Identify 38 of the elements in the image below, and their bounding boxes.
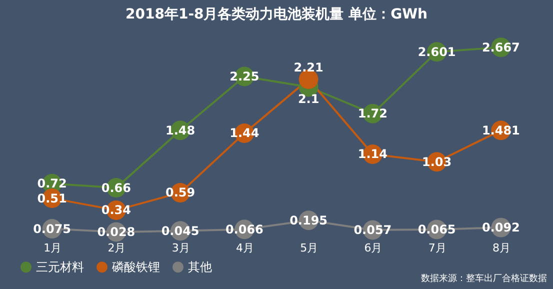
data-label: 0.66 bbox=[101, 180, 131, 195]
data-label: 1.481 bbox=[482, 123, 520, 138]
data-label: 2.25 bbox=[230, 70, 260, 84]
data-label: 0.092 bbox=[482, 220, 520, 235]
x-tick-label: 1月 bbox=[44, 242, 62, 254]
legend-label: 三元材料 bbox=[36, 260, 84, 274]
data-label: 1.44 bbox=[230, 126, 260, 140]
x-tick-label: 8月 bbox=[492, 242, 510, 254]
source-note: 数据来源：整车出厂合格证数据 bbox=[421, 272, 547, 285]
data-label: 2.667 bbox=[482, 40, 520, 54]
data-label: 1.03 bbox=[422, 154, 452, 169]
x-tick-label: 3月 bbox=[172, 242, 190, 254]
data-label: 0.057 bbox=[354, 223, 392, 238]
data-label: 2.1 bbox=[298, 92, 320, 106]
data-label: 2.21 bbox=[294, 60, 324, 74]
data-label: 0.065 bbox=[418, 222, 456, 236]
data-label: 0.075 bbox=[33, 222, 72, 236]
data-label: 0.72 bbox=[37, 176, 67, 191]
data-label: 0.34 bbox=[101, 203, 131, 218]
data-label: 1.48 bbox=[166, 123, 196, 138]
legend-label: 其他 bbox=[188, 260, 212, 274]
x-tick-label: 5月 bbox=[300, 242, 318, 254]
point bbox=[298, 70, 318, 90]
data-label: 0.028 bbox=[97, 225, 136, 240]
data-label: 1.14 bbox=[358, 147, 388, 162]
data-label: 2.601 bbox=[418, 44, 456, 59]
data-label: 1.72 bbox=[358, 106, 388, 121]
data-label: 0.066 bbox=[225, 222, 264, 236]
data-label: 0.195 bbox=[290, 213, 328, 228]
legend-label: 磷酸铁锂 bbox=[111, 260, 160, 274]
x-tick-label: 2月 bbox=[108, 242, 126, 254]
x-tick-label: 6月 bbox=[364, 242, 382, 254]
x-tick-label: 7月 bbox=[428, 242, 446, 254]
x-tick-label: 4月 bbox=[236, 242, 254, 254]
data-label: 0.045 bbox=[161, 224, 200, 238]
chart-title: 2018年1-8月各类动力电池装机量 单位：GWh bbox=[125, 6, 428, 23]
data-label: 0.51 bbox=[37, 191, 67, 206]
data-label: 0.59 bbox=[166, 186, 196, 200]
